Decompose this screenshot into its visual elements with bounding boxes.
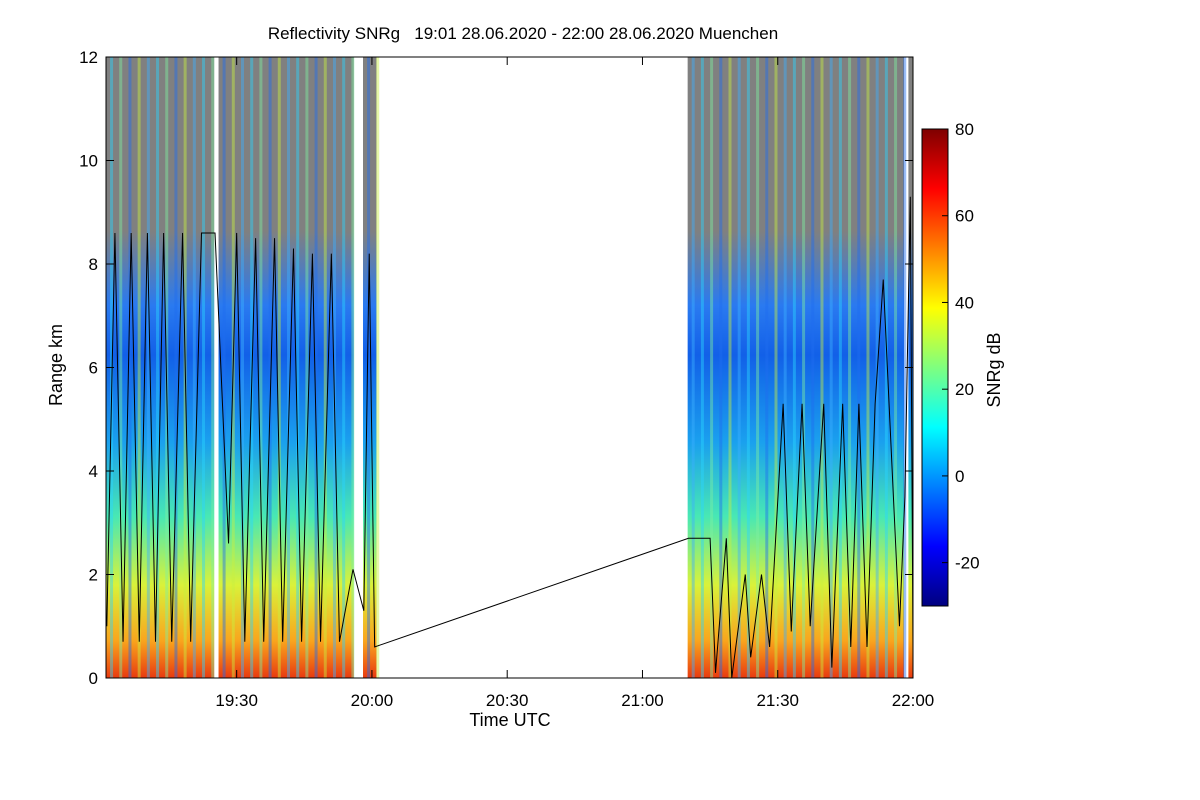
x-axis-label: Time UTC [469, 710, 550, 730]
colorbar-tick-label: 40 [955, 293, 974, 312]
scan-stripe [174, 57, 178, 678]
scan-stripe [211, 57, 215, 678]
scan-stripe [268, 57, 272, 678]
data-segment [218, 57, 354, 678]
scan-stripe [802, 57, 806, 678]
scan-stripe [296, 57, 300, 678]
scan-stripe [376, 57, 380, 678]
scan-stripe [259, 57, 263, 678]
colorbar-tick-label: 80 [955, 120, 974, 139]
x-tick-label: 22:00 [892, 691, 935, 710]
colorbar-label: SNRg dB [984, 332, 1004, 407]
scan-stripe [783, 57, 787, 678]
scan-stripe [700, 57, 704, 678]
y-axis-label: Range km [46, 324, 66, 406]
colorbar-tick-label: 20 [955, 380, 974, 399]
scan-stripe [728, 57, 732, 678]
colorbar-tick-label: 0 [955, 467, 964, 486]
scan-stripe [737, 57, 741, 678]
x-tick-label: 21:30 [756, 691, 799, 710]
scan-stripe [367, 57, 371, 678]
scan-stripe [811, 57, 815, 678]
scan-stripe [691, 57, 695, 678]
colorbar-tick-label: -20 [955, 554, 980, 573]
scan-stripe [286, 57, 290, 678]
y-tick-label: 8 [89, 255, 98, 274]
scan-stripe [820, 57, 824, 678]
scan-stripe [903, 57, 907, 678]
chart-title: Reflectivity SNRg 19:01 28.06.2020 - 22:… [268, 24, 778, 43]
y-axis-ticks: 0 2 4 6 8 10 12 [79, 48, 913, 688]
x-tick-label: 20:00 [351, 691, 394, 710]
colorbar [921, 128, 949, 607]
scan-stripe [146, 57, 150, 678]
scan-stripe [305, 57, 309, 678]
y-tick-label: 12 [79, 48, 98, 67]
x-axis-ticks: 19:30 20:00 20:30 21:00 21:30 22:00 [215, 57, 934, 710]
scan-stripe [756, 57, 760, 678]
scan-stripe [222, 57, 226, 678]
scan-stripe [119, 57, 123, 678]
range-line [106, 196, 913, 678]
scan-stripe [765, 57, 769, 678]
y-tick-label: 6 [89, 359, 98, 378]
scan-stripe [202, 57, 206, 678]
scan-stripe [774, 57, 778, 678]
y-tick-label: 0 [89, 669, 98, 688]
scan-stripe [240, 57, 244, 678]
scan-stripe [857, 57, 861, 678]
y-tick-label: 2 [89, 566, 98, 585]
y-tick-label: 10 [79, 152, 98, 171]
scan-stripe [137, 57, 141, 678]
scan-stripe [710, 57, 714, 678]
scan-stripe [332, 57, 336, 678]
scan-stripe [156, 57, 160, 678]
data-segments [106, 57, 913, 678]
y-tick-label: 4 [89, 462, 98, 481]
scan-stripe [351, 57, 355, 678]
scan-stripe [866, 57, 870, 678]
x-tick-label: 21:00 [621, 691, 664, 710]
x-tick-label: 19:30 [215, 691, 258, 710]
scan-stripe [829, 57, 833, 678]
scan-stripe [342, 57, 346, 678]
scan-stripe [792, 57, 796, 678]
scan-stripe [192, 57, 196, 678]
colorbar-tick-label: 60 [955, 207, 974, 226]
x-tick-label: 20:30 [486, 691, 529, 710]
scan-stripe [884, 57, 888, 678]
scan-stripe [719, 57, 723, 678]
colorbar-ticks: -20 0 20 40 60 80 [942, 120, 980, 573]
scan-stripe [314, 57, 318, 678]
scan-stripe [746, 57, 750, 678]
scan-stripe [128, 57, 132, 678]
scan-stripe [323, 57, 327, 678]
scan-stripe [848, 57, 852, 678]
plot-area [106, 57, 913, 678]
scan-stripe [894, 57, 898, 678]
scan-stripe [277, 57, 281, 678]
scan-stripe [838, 57, 842, 678]
